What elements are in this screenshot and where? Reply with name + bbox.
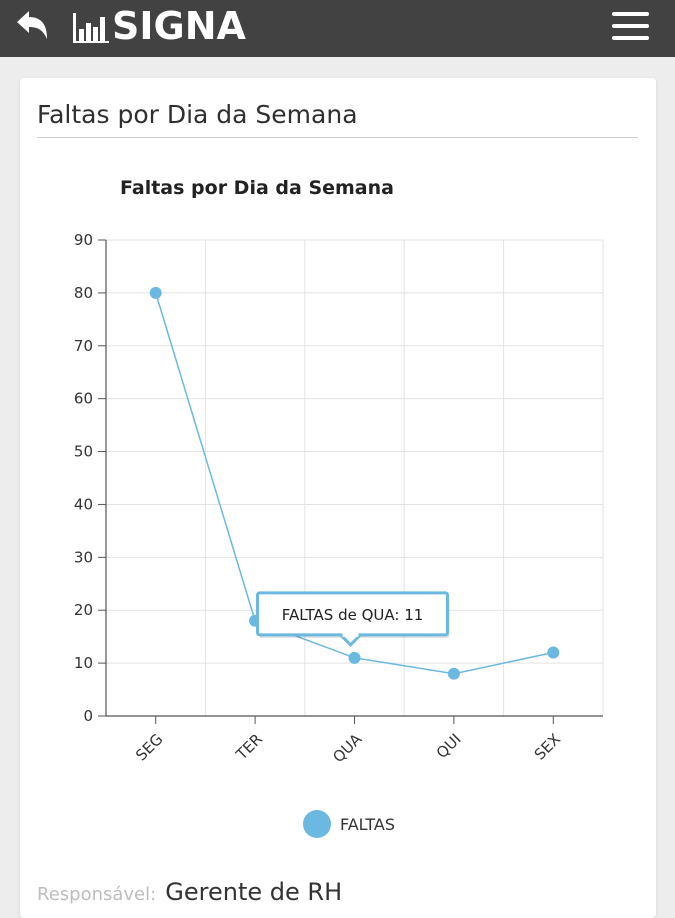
y-tick-label: 40	[74, 495, 93, 513]
brand-name: SIGNA	[112, 4, 246, 48]
menu-button[interactable]	[612, 8, 650, 44]
top-app-bar: SIGNA	[0, 0, 675, 57]
legend-label[interactable]: FALTAS	[340, 815, 395, 834]
x-tick-label: TER	[232, 730, 266, 764]
x-tick-label: QUI	[433, 730, 465, 762]
line-chart: Faltas por Dia da Semana 0 10 20 30 40 50 60 70…	[74, 177, 604, 838]
app-logo: SIGNA	[72, 4, 246, 48]
y-tick-label: 80	[74, 284, 93, 302]
legend-marker[interactable]	[303, 810, 331, 838]
y-tick-label: 30	[74, 548, 93, 566]
title-divider	[37, 137, 638, 138]
y-tick-label: 70	[74, 337, 93, 355]
chart-legend[interactable]: FALTAS	[303, 810, 395, 838]
y-tick-label: 10	[74, 654, 93, 672]
y-tick-label: 0	[83, 707, 93, 725]
y-tick-label: 20	[74, 601, 93, 619]
responsible-value: Gerente de RH	[165, 878, 343, 906]
chart-grid	[106, 239, 604, 717]
y-tick-label: 90	[74, 231, 93, 249]
y-tick-label: 60	[74, 390, 93, 408]
chart-tooltip: FALTAS de QUA: 11	[256, 591, 450, 647]
card-title: Faltas por Dia da Semana	[37, 100, 358, 129]
y-tick-label: 50	[74, 443, 93, 461]
chart-axes: 0 10 20 30 40 50 60 70 80 90 SEG TER QUA QUI SEX	[74, 231, 603, 766]
back-arrow-icon	[17, 11, 47, 39]
data-point-qua[interactable]	[348, 651, 361, 664]
bar-chart-logo-icon	[73, 13, 109, 43]
x-tick-label: QUA	[329, 730, 366, 767]
x-tick-label: SEX	[531, 730, 564, 763]
back-button[interactable]	[14, 6, 56, 46]
chart-series	[149, 286, 560, 680]
x-tick-label: SEG	[132, 730, 166, 764]
data-point-qui[interactable]	[447, 667, 460, 680]
tooltip-joint	[342, 631, 359, 637]
responsible-row: Responsável: Gerente de RH	[37, 878, 342, 906]
responsible-label: Responsável:	[37, 884, 157, 905]
tooltip-text: FALTAS de QUA: 11	[282, 606, 424, 624]
data-point-sex[interactable]	[547, 646, 560, 659]
chart-card: Faltas por Dia da Semana Faltas por Dia …	[20, 78, 656, 918]
data-point-seg[interactable]	[149, 286, 162, 299]
chart-title: Faltas por Dia da Semana	[120, 177, 394, 199]
